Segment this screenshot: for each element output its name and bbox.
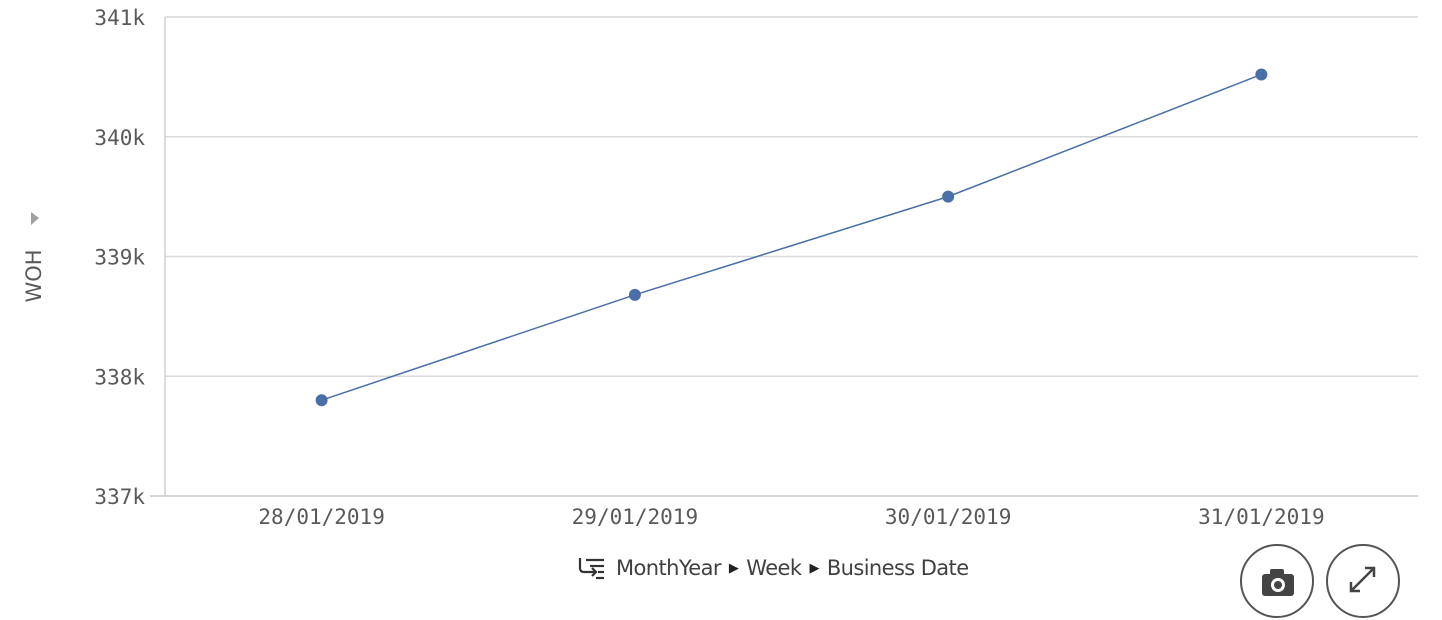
data-points xyxy=(315,68,1268,407)
snapshot-button[interactable] xyxy=(1240,544,1314,618)
drill-down-breadcrumb: MonthYear ▶ Week ▶ Business Date xyxy=(576,552,969,584)
axes xyxy=(150,17,1418,497)
drill-level-monthyear[interactable]: MonthYear xyxy=(616,556,721,580)
camera-icon xyxy=(1262,569,1294,596)
drill-down-icon xyxy=(578,558,604,580)
y-axis-title[interactable]: WOH xyxy=(22,212,46,303)
data-point[interactable] xyxy=(1255,68,1268,81)
series-line-woh xyxy=(321,73,1262,401)
y-axis-label: WOH xyxy=(22,249,46,302)
x-tick-label: 28/01/2019 xyxy=(258,505,384,529)
y-tick-label: 341k xyxy=(94,6,145,30)
y-tick-label: 339k xyxy=(94,246,145,270)
y-tick-labels: 341k 340k 339k 338k 337k xyxy=(94,6,145,509)
drill-level-week[interactable]: Week xyxy=(746,556,802,580)
x-tick-label: 31/01/2019 xyxy=(1198,505,1324,529)
drill-level-business-date[interactable]: Business Date xyxy=(826,556,969,580)
line-chart: 341k 340k 339k 338k 337k 28/01/2019 29/01/201… xyxy=(22,6,1418,529)
caret-right-icon[interactable] xyxy=(31,212,39,225)
x-tick-labels: 28/01/2019 29/01/2019 30/01/2019 31/01/2019 xyxy=(258,505,1324,529)
drill-separator-icon: ▶ xyxy=(728,560,739,576)
y-tick-label: 337k xyxy=(94,485,145,509)
y-tick-label: 338k xyxy=(94,365,145,389)
fullscreen-button[interactable] xyxy=(1326,544,1400,618)
data-point[interactable] xyxy=(628,288,641,301)
drill-separator-icon: ▶ xyxy=(809,560,819,576)
y-tick-label: 340k xyxy=(94,126,145,150)
x-tick-label: 29/01/2019 xyxy=(572,505,698,529)
data-point[interactable] xyxy=(315,394,328,407)
data-point[interactable] xyxy=(942,190,955,203)
gridlines xyxy=(165,16,1418,377)
x-tick-label: 30/01/2019 xyxy=(885,505,1011,529)
expand-icon xyxy=(1349,566,1376,593)
